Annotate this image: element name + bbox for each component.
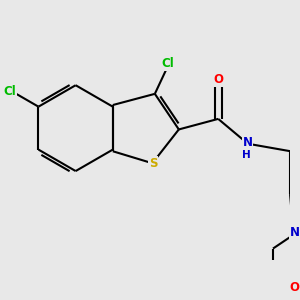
Text: N: N: [290, 226, 299, 239]
Text: H: H: [242, 150, 250, 160]
Text: O: O: [290, 281, 299, 294]
Text: Cl: Cl: [3, 85, 16, 98]
Text: O: O: [213, 73, 223, 86]
Text: S: S: [149, 157, 158, 170]
Text: N: N: [243, 136, 253, 148]
Text: Cl: Cl: [162, 57, 175, 70]
